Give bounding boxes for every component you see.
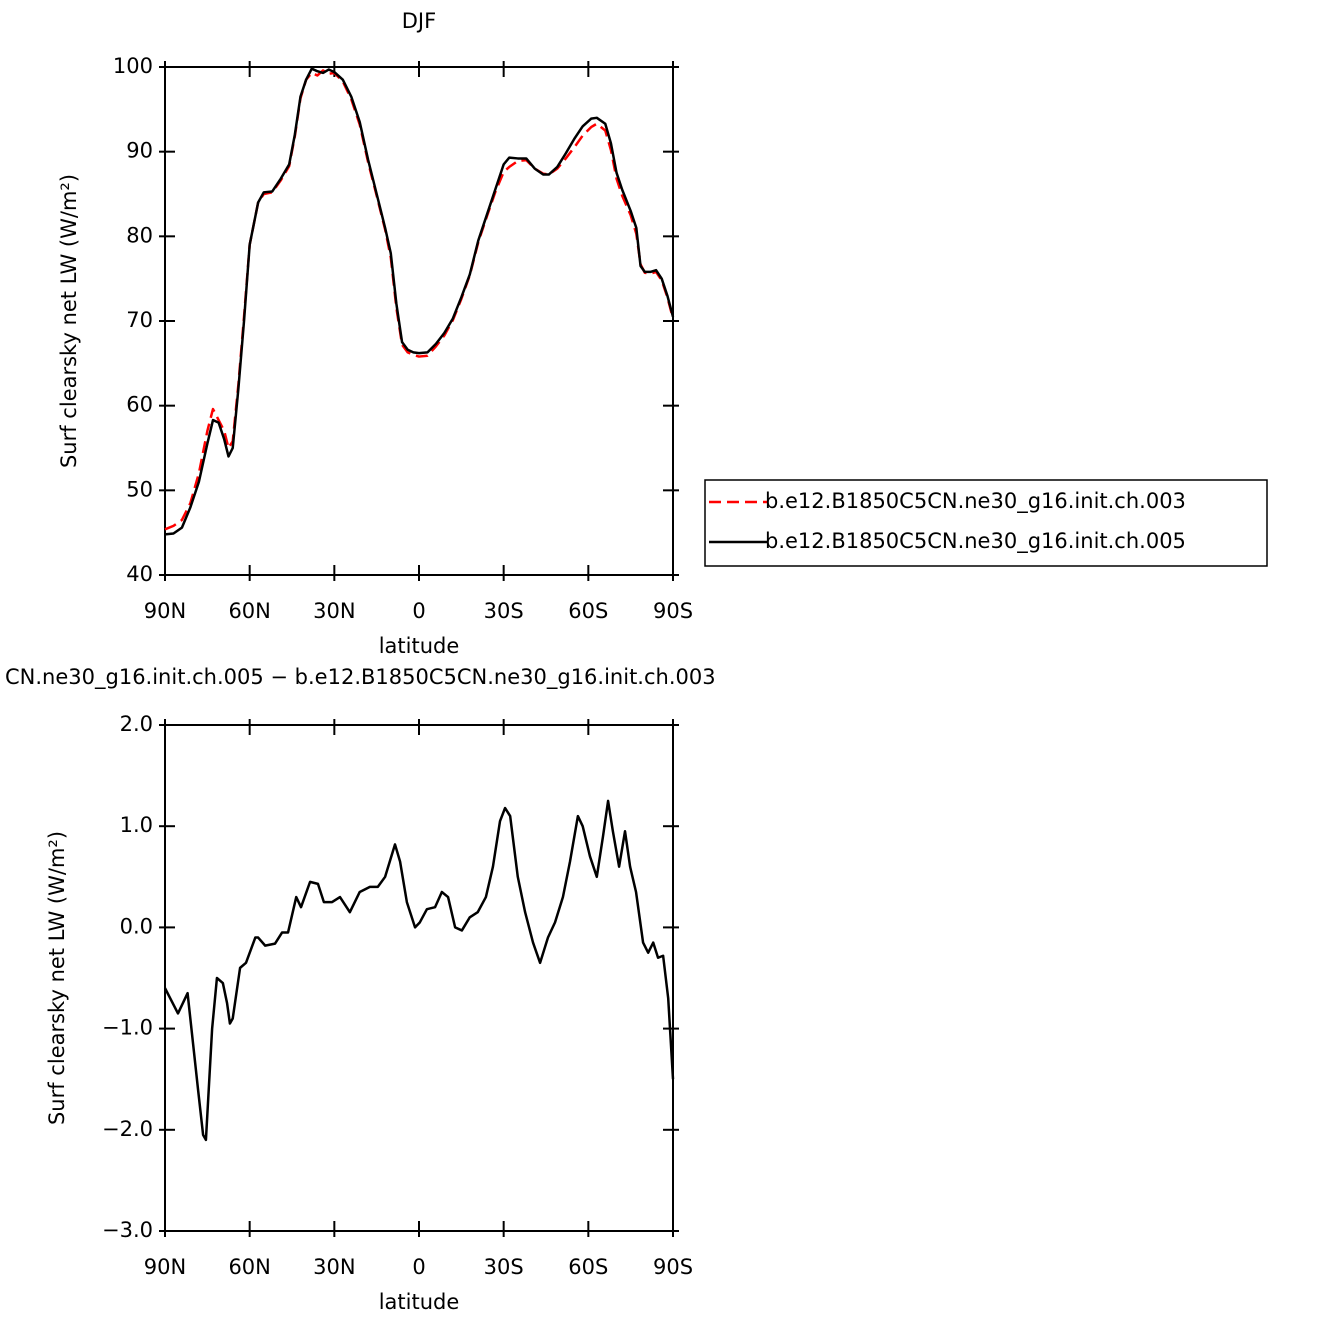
y-tick-label: 1.0: [120, 813, 153, 837]
data-line: [164, 69, 675, 531]
chart-title: DJF: [402, 9, 436, 33]
x-tick-label: 90S: [653, 599, 693, 623]
y-tick-label: −1.0: [102, 1016, 153, 1040]
y-tick-label: 0.0: [120, 914, 153, 938]
x-tick-label: 30S: [484, 1255, 524, 1279]
y-tick-label: 60: [126, 393, 153, 417]
legend-label: b.e12.B1850C5CN.ne30_g16.init.ch.005: [765, 529, 1186, 554]
data-line: [164, 67, 675, 536]
legend-box: [704, 479, 1268, 567]
x-tick-label: 60S: [568, 599, 608, 623]
y-tick-label: 100: [113, 54, 153, 78]
x-tick-label: 60S: [568, 1255, 608, 1279]
y-tick-label: −3.0: [102, 1218, 153, 1242]
plot-frame: [164, 66, 674, 576]
x-tick-label: 90N: [144, 1255, 186, 1279]
y-tick-label: 70: [126, 308, 153, 332]
y-axis-label: Surf clearsky net LW (W/m²): [57, 174, 81, 468]
x-tick-label: 30N: [313, 599, 355, 623]
x-tick-label: 30N: [313, 1255, 355, 1279]
x-tick-label: 0: [412, 1255, 425, 1279]
x-tick-label: 60N: [228, 599, 270, 623]
data-line: [163, 799, 675, 1142]
x-tick-label: 90S: [653, 1255, 693, 1279]
x-axis-label: latitude: [379, 1290, 460, 1314]
plot-frame: [164, 724, 674, 1232]
y-axis-label: Surf clearsky net LW (W/m²): [45, 831, 69, 1125]
x-axis-label: latitude: [379, 634, 460, 658]
x-tick-label: 30S: [484, 599, 524, 623]
y-tick-label: 40: [126, 562, 153, 586]
y-tick-label: −2.0: [102, 1117, 153, 1141]
y-tick-label: 50: [126, 477, 153, 501]
y-tick-label: 80: [126, 223, 153, 247]
chart-title: CN.ne30_g16.init.ch.005 − b.e12.B1850C5C…: [5, 665, 716, 690]
y-tick-label: 2.0: [120, 712, 153, 736]
y-tick-label: 90: [126, 139, 153, 163]
legend-label: b.e12.B1850C5CN.ne30_g16.init.ch.003: [765, 489, 1186, 514]
x-tick-label: 0: [412, 599, 425, 623]
x-tick-label: 90N: [144, 599, 186, 623]
x-tick-label: 60N: [228, 1255, 270, 1279]
